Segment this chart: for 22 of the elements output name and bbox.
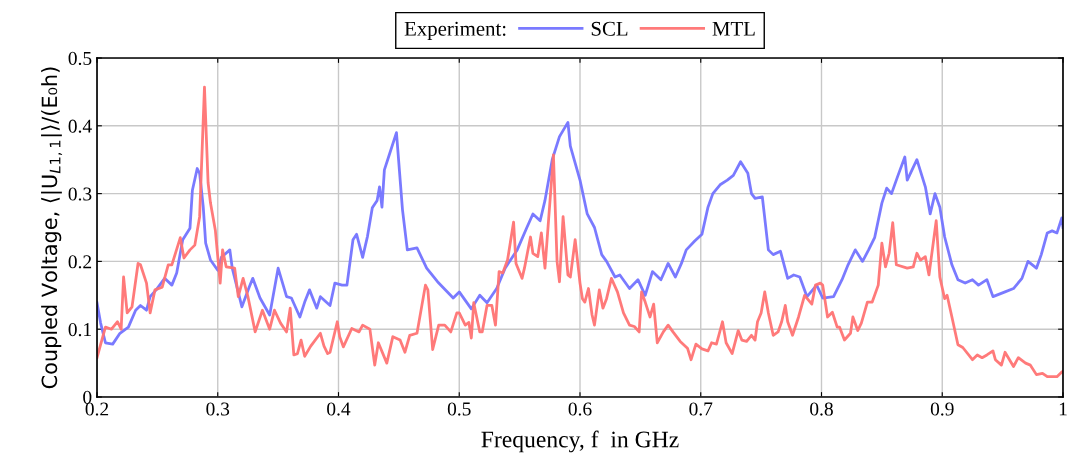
y-tick-label: 0: [83, 390, 92, 404]
x-tick-label: 0.6: [568, 402, 592, 416]
line-series: [97, 121, 1063, 346]
x-tick-label: 1: [1059, 402, 1067, 416]
y-tick-label: 0.3: [68, 187, 92, 201]
y-tick-label: 0.1: [68, 323, 91, 337]
legend-title: Experiment:: [404, 21, 506, 41]
y-tick-label: 0.2: [68, 255, 92, 269]
x-tick-label: 0.7: [689, 402, 713, 416]
x-tick-label: 0.2: [85, 402, 109, 416]
x-tick-label: 0.9: [930, 402, 954, 416]
x-tick-label: 0.5: [447, 402, 471, 416]
y-tick-label: 0.4: [68, 119, 92, 133]
x-tick-label: 0.8: [810, 402, 833, 416]
line-series: [97, 85, 1063, 379]
x-tick-label: 0.3: [206, 402, 230, 416]
x-tick-label: 0.4: [327, 402, 351, 416]
legend-label: SCL: [591, 21, 628, 36]
y-tick-label: 0.5: [68, 51, 92, 66]
x-axis-title: Frequency, f in GHz: [481, 430, 679, 453]
legend-label: MTL: [712, 21, 755, 36]
y-axis-title: Coupled Voltage, ⟨|U$_{L1,1}$|⟩/(E₀h): [41, 67, 63, 389]
